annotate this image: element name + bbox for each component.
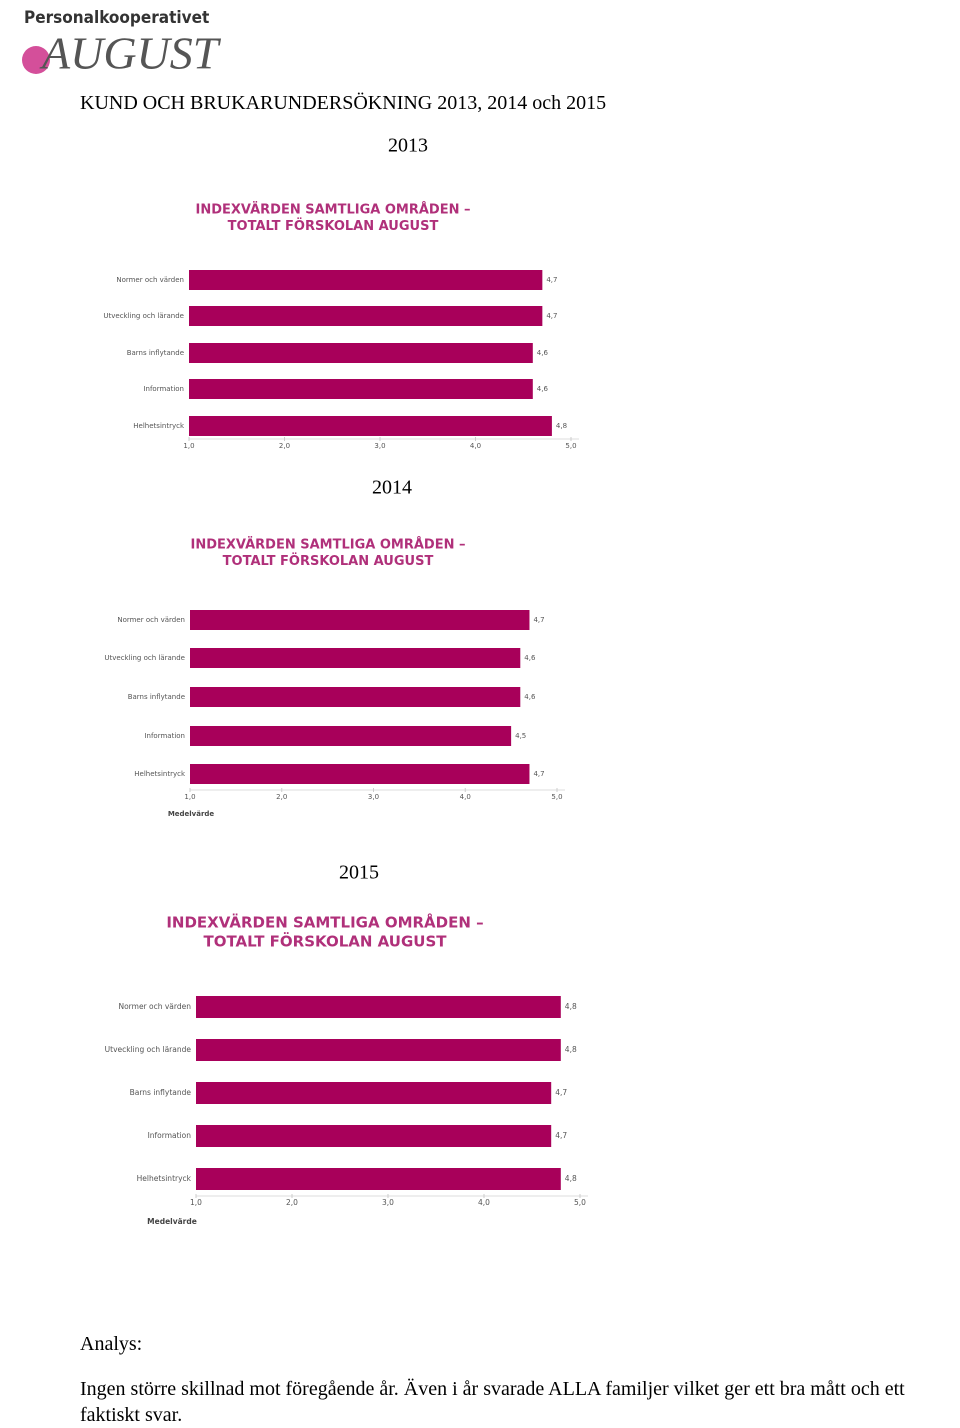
value-label: 4,7 bbox=[533, 616, 544, 624]
chart-caption: 2014 bbox=[372, 477, 412, 499]
value-label: 4,7 bbox=[555, 1131, 567, 1140]
x-tick-label: 1,0 bbox=[184, 793, 195, 801]
chart-subtitle: TOTALT FÖRSKOLAN AUGUST bbox=[228, 218, 439, 234]
x-tick-label: 5,0 bbox=[574, 1198, 586, 1207]
chart-caption: 2013 bbox=[388, 135, 428, 157]
value-label: 4,8 bbox=[565, 1045, 577, 1054]
x-axis-label: Medelvärde bbox=[147, 1217, 197, 1226]
category-label: Utveckling och lärande bbox=[104, 654, 185, 662]
value-label: 4,6 bbox=[524, 693, 536, 701]
value-label: 4,8 bbox=[565, 1002, 577, 1011]
logo-name: AUGUST bbox=[39, 28, 222, 79]
x-tick-label: 3,0 bbox=[382, 1198, 394, 1207]
bar bbox=[196, 1039, 561, 1061]
x-tick-label: 2,0 bbox=[286, 1198, 298, 1207]
value-label: 4,6 bbox=[537, 385, 549, 393]
value-label: 4,7 bbox=[546, 276, 557, 284]
value-label: 4,6 bbox=[537, 349, 549, 357]
bar bbox=[189, 416, 552, 436]
category-label: Barns inflytande bbox=[127, 349, 184, 357]
x-axis-label: Medelvärde bbox=[168, 810, 215, 818]
value-label: 4,6 bbox=[524, 654, 536, 662]
category-label: Helhetsintryck bbox=[133, 422, 185, 430]
category-label: Information bbox=[148, 1131, 192, 1140]
x-tick-label: 3,0 bbox=[374, 442, 385, 450]
chart-title: INDEXVÄRDEN SAMTLIGA OMRÅDEN – bbox=[166, 913, 483, 932]
analysis-heading: Analys: bbox=[80, 1333, 143, 1355]
x-tick-label: 1,0 bbox=[190, 1198, 202, 1207]
category-label: Information bbox=[143, 385, 184, 393]
bar bbox=[189, 343, 533, 363]
value-label: 4,5 bbox=[515, 732, 526, 740]
category-label: Utveckling och lärande bbox=[105, 1045, 192, 1054]
chart-subtitle: TOTALT FÖRSKOLAN AUGUST bbox=[203, 931, 447, 950]
category-label: Normer och värden bbox=[118, 1002, 191, 1011]
bar bbox=[196, 1082, 552, 1104]
bar bbox=[196, 1125, 552, 1147]
x-tick-label: 2,0 bbox=[279, 442, 290, 450]
logo-top: Personalkooperativet bbox=[24, 8, 209, 28]
chart-caption: 2015 bbox=[339, 862, 379, 884]
value-label: 4,7 bbox=[533, 770, 544, 778]
category-label: Helhetsintryck bbox=[137, 1174, 192, 1183]
bar bbox=[190, 687, 521, 707]
category-label: Normer och värden bbox=[117, 616, 185, 624]
x-tick-label: 4,0 bbox=[478, 1198, 490, 1207]
category-label: Barns inflytande bbox=[128, 693, 185, 701]
value-label: 4,8 bbox=[556, 422, 567, 430]
x-tick-label: 5,0 bbox=[551, 793, 562, 801]
bar bbox=[196, 996, 561, 1018]
category-label: Utveckling och lärande bbox=[103, 312, 184, 320]
x-tick-label: 4,0 bbox=[470, 442, 481, 450]
bar bbox=[190, 610, 530, 630]
chart-title: INDEXVÄRDEN SAMTLIGA OMRÅDEN – bbox=[196, 202, 471, 218]
value-label: 4,7 bbox=[546, 312, 557, 320]
x-tick-label: 1,0 bbox=[183, 442, 194, 450]
logo-icon bbox=[22, 46, 50, 74]
bar bbox=[189, 270, 543, 290]
bar bbox=[190, 726, 512, 746]
value-label: 4,8 bbox=[565, 1174, 577, 1183]
category-label: Helhetsintryck bbox=[134, 770, 186, 778]
bar bbox=[190, 764, 530, 784]
x-tick-label: 5,0 bbox=[565, 442, 576, 450]
bar bbox=[196, 1168, 561, 1190]
chart-subtitle: TOTALT FÖRSKOLAN AUGUST bbox=[223, 553, 434, 569]
category-label: Barns inflytande bbox=[130, 1088, 192, 1097]
analysis-text: Ingen större skillnad mot föregående år.… bbox=[80, 1378, 905, 1426]
bar bbox=[190, 648, 521, 668]
chart-title: INDEXVÄRDEN SAMTLIGA OMRÅDEN – bbox=[191, 537, 466, 553]
bar bbox=[189, 379, 533, 399]
value-label: 4,7 bbox=[555, 1088, 567, 1097]
doc-title: KUND OCH BRUKARUNDERSÖKNING 2013, 2014 o… bbox=[80, 92, 607, 114]
category-label: Information bbox=[144, 732, 185, 740]
bar bbox=[189, 306, 543, 326]
x-tick-label: 4,0 bbox=[460, 793, 471, 801]
category-label: Normer och värden bbox=[116, 276, 184, 284]
x-tick-label: 3,0 bbox=[368, 793, 379, 801]
x-tick-label: 2,0 bbox=[276, 793, 287, 801]
